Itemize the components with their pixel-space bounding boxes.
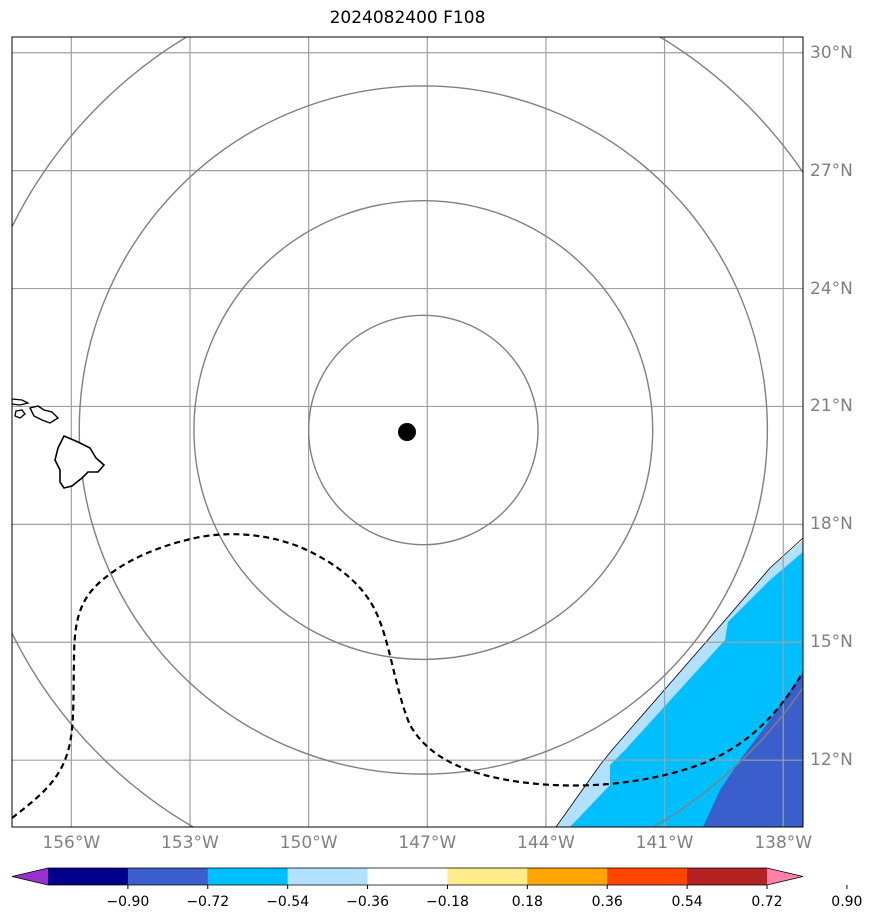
island-molokai xyxy=(12,398,30,406)
colorbar-tick-label: −0.90 xyxy=(106,894,150,910)
colorbar-segment xyxy=(767,868,803,885)
graticule xyxy=(12,37,803,827)
colorbar-tick-label: 0.36 xyxy=(591,894,623,910)
colorbar-segment xyxy=(367,868,448,885)
colorbar-segment xyxy=(607,868,688,885)
range-ring xyxy=(307,314,539,546)
colorbar-segment xyxy=(447,868,528,885)
colorbar-tick-label: −0.36 xyxy=(346,894,389,910)
anomaly-edge-line xyxy=(555,537,803,827)
lon-tick-label: 153°W xyxy=(161,833,219,853)
lon-tick-label: 141°W xyxy=(635,833,694,853)
map-title: 2024082400 F108 xyxy=(329,8,486,28)
map-frame xyxy=(11,36,804,828)
lon-tick-label: 156°W xyxy=(42,833,101,853)
colorbar-outline xyxy=(11,867,804,886)
lat-tick-label: 27°N xyxy=(810,160,853,181)
colorbar-segment xyxy=(527,868,608,885)
lat-tick-label: 18°N xyxy=(810,514,853,535)
colorbar-segment xyxy=(687,868,768,885)
colorbar-segment xyxy=(12,868,48,885)
lon-tick-label: 144°W xyxy=(517,833,575,853)
colorbar xyxy=(11,867,848,889)
dashed-contour xyxy=(12,533,803,819)
lon-tick-label: 147°W xyxy=(398,833,457,853)
lon-tick-label: 138°W xyxy=(754,833,813,853)
range-rings xyxy=(12,37,803,827)
colorbar-segment xyxy=(207,868,289,885)
range-ring xyxy=(78,85,769,775)
colorbar-tick-label: 0.90 xyxy=(831,894,863,910)
storm-center-marker xyxy=(398,423,416,441)
island-lanai xyxy=(14,409,26,419)
colorbar-tick-label: 0.72 xyxy=(751,894,783,910)
colorbar-tick-label: −0.18 xyxy=(425,894,469,910)
island-hawaii xyxy=(54,434,106,489)
lat-tick-label: 12°N xyxy=(810,750,853,771)
colorbar-segment xyxy=(127,868,209,885)
colorbar-segment xyxy=(48,868,129,885)
colorbar-tick-label: 0.54 xyxy=(671,894,703,910)
lat-tick-label: 24°N xyxy=(810,278,853,299)
lon-tick-label: 150°W xyxy=(279,833,338,853)
range-ring xyxy=(193,199,654,661)
island-maui xyxy=(28,405,60,424)
colorbar-segment xyxy=(287,868,369,885)
lat-tick-label: 21°N xyxy=(810,396,853,417)
lat-tick-label: 15°N xyxy=(810,632,853,653)
colorbar-tick-label: 0.18 xyxy=(511,894,543,910)
colorbar-tick-label: −0.54 xyxy=(266,894,310,910)
lat-tick-label: 30°N xyxy=(810,42,853,63)
colorbar-tick-label: −0.72 xyxy=(186,894,230,910)
